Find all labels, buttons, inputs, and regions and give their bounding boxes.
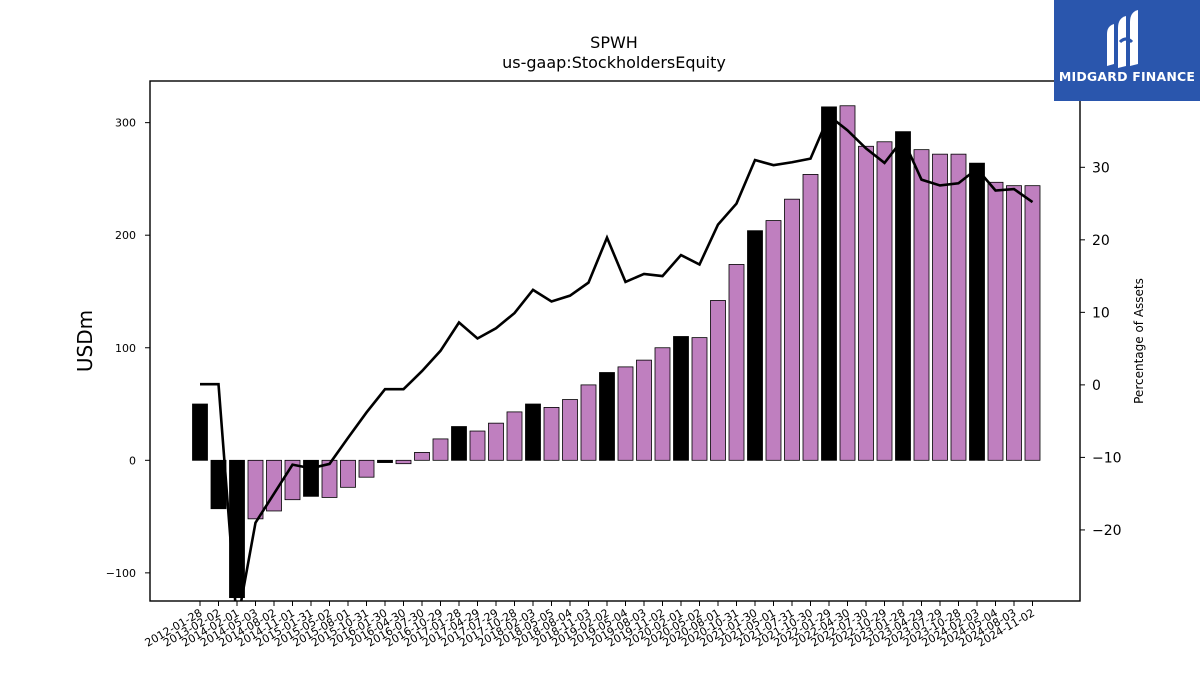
y2-tick-label: 30 <box>1092 160 1110 176</box>
bar-2016-04-30 <box>395 459 412 465</box>
y-axis-label: USDm <box>73 310 97 372</box>
bar-2012-01-28 <box>192 403 208 461</box>
bar-2024-02-03 <box>969 162 985 461</box>
bar-2018-02-03 <box>525 403 541 461</box>
bar-2023-07-29 <box>932 153 948 461</box>
logo-mark-icon <box>1107 10 1138 68</box>
bar-2021-05-01 <box>765 220 782 461</box>
bar-2015-05-02 <box>321 459 338 498</box>
y-tick-label: 200 <box>115 229 136 242</box>
bar-2018-11-03 <box>580 384 597 461</box>
bar-2023-04-29 <box>913 149 930 461</box>
bar-2016-10-29 <box>432 438 449 461</box>
bar-2017-07-29 <box>488 422 504 461</box>
bar-2014-02-01 <box>229 459 245 599</box>
y-tick-label: −100 <box>106 567 136 580</box>
y2-axis-label: Percentage of Assets <box>1132 278 1146 404</box>
bar-2015-08-01 <box>340 459 356 488</box>
bar-2021-01-30 <box>747 230 763 461</box>
y-axis-right: −20 −10 0 10 20 30 <box>1080 160 1122 539</box>
chart-title: SPWH <box>590 33 638 52</box>
bar-2023-01-28 <box>895 131 911 461</box>
bar-2022-01-29 <box>821 106 837 461</box>
bar-2022-10-29 <box>876 141 893 461</box>
y-axis-left: −100 0 100 200 300 <box>106 117 150 580</box>
bar-2016-07-30 <box>414 452 430 461</box>
y-tick-label: 100 <box>115 342 136 355</box>
bar-2023-10-28 <box>950 153 967 461</box>
bar-2020-10-31 <box>728 264 745 461</box>
x-axis: 2012-01-282013-02-022014-02-012014-05-03… <box>143 601 1037 650</box>
bar-2015-10-31 <box>358 459 375 478</box>
midgard-finance-logo: MIDGARD FINANCE <box>1054 0 1200 101</box>
bars-layer <box>192 105 1041 599</box>
y-tick-label: 0 <box>129 454 136 467</box>
percentage-of-assets-line <box>200 113 1034 601</box>
bar-2017-01-28 <box>451 426 467 461</box>
bar-2014-05-03 <box>247 459 264 520</box>
y2-tick-label: 20 <box>1092 233 1110 249</box>
bar-2018-05-05 <box>543 407 560 461</box>
bar-2019-02-02 <box>599 372 615 461</box>
y2-tick-label: −20 <box>1092 523 1122 539</box>
bar-2016-01-30 <box>377 459 393 463</box>
bar-2022-04-30 <box>839 105 856 461</box>
logo-text: MIDGARD FINANCE <box>1058 69 1196 84</box>
bar-2015-01-31 <box>303 459 319 497</box>
bar-2024-08-03 <box>1006 185 1022 461</box>
bar-2021-07-31 <box>784 198 800 461</box>
bar-2018-08-04 <box>562 399 578 461</box>
bar-2021-10-30 <box>802 174 819 461</box>
bar-2020-08-01 <box>710 300 726 461</box>
y-tick-label: 300 <box>115 117 136 130</box>
bar-2022-07-30 <box>858 145 874 461</box>
bar-2020-05-02 <box>691 337 708 461</box>
plot-frame <box>149 80 1081 602</box>
y2-tick-label: 10 <box>1092 305 1110 321</box>
y2-tick-label: 0 <box>1092 378 1101 394</box>
bar-2024-05-04 <box>987 181 1004 461</box>
bar-2017-10-28 <box>506 411 523 461</box>
line-layer <box>200 113 1034 601</box>
bar-2019-08-03 <box>636 359 652 461</box>
bar-2017-04-29 <box>469 430 486 461</box>
bar-2024-11-02 <box>1024 185 1041 461</box>
bar-2019-05-04 <box>617 366 634 461</box>
bar-2019-11-02 <box>654 347 671 461</box>
bar-2020-02-01 <box>673 336 689 461</box>
y2-tick-label: −10 <box>1092 450 1122 466</box>
chart-subtitle: us-gaap:StockholdersEquity <box>502 53 726 72</box>
